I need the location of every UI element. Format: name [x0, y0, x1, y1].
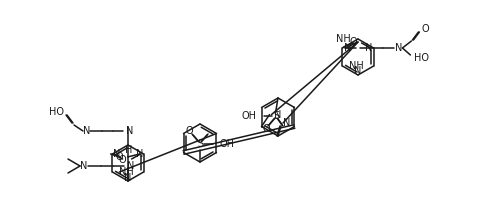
Text: N: N: [113, 149, 120, 159]
Text: N: N: [274, 110, 281, 120]
Text: N: N: [126, 126, 134, 136]
Text: N: N: [80, 161, 88, 171]
Text: OH: OH: [242, 111, 257, 121]
Text: N: N: [283, 118, 291, 128]
Text: HO: HO: [414, 53, 429, 63]
Text: OH: OH: [220, 139, 235, 149]
Text: NH: NH: [349, 61, 364, 71]
Text: N: N: [354, 66, 362, 76]
Text: O: O: [262, 124, 270, 134]
Text: O: O: [421, 24, 429, 34]
Text: NH: NH: [119, 167, 134, 177]
Text: N: N: [127, 161, 135, 171]
Text: N: N: [344, 43, 351, 53]
Text: S: S: [197, 139, 203, 149]
Text: O: O: [119, 155, 127, 165]
Text: N: N: [365, 43, 372, 53]
Text: N: N: [124, 173, 132, 183]
Text: N: N: [395, 43, 402, 53]
Text: NH: NH: [336, 34, 351, 44]
Text: O: O: [350, 37, 357, 47]
Text: O: O: [116, 152, 124, 162]
Text: S: S: [273, 111, 279, 121]
Text: N: N: [136, 149, 143, 159]
Text: N: N: [83, 126, 91, 136]
Text: O: O: [185, 126, 193, 136]
Text: HO: HO: [49, 107, 64, 117]
Text: H: H: [125, 145, 133, 155]
